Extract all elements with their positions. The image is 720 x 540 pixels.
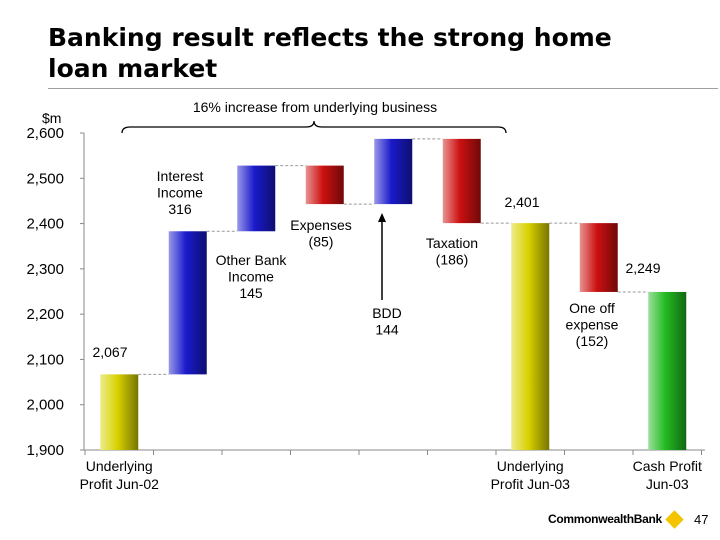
y-tick-label: 2,300 [26, 261, 64, 278]
annotation-line: 2,401 [504, 194, 539, 210]
page-number: 47 [694, 512, 709, 527]
annotation-line: BDD [372, 305, 402, 321]
y-tick-label: 2,200 [26, 306, 64, 323]
x-category-label-line: Cash Profit [633, 458, 702, 474]
y-tick-label: 1,900 [26, 442, 64, 459]
annotation-line: Income [228, 269, 274, 285]
diamond-logo-icon [665, 509, 684, 529]
bar-one-off-expense [579, 223, 618, 292]
y-tick-label: 2,600 [26, 125, 64, 142]
slide-title: Banking result reflects the strong home … [48, 23, 612, 83]
annotation-line: Other Bank [216, 252, 288, 268]
annotation-line: (85) [309, 234, 334, 250]
annotation-line: Interest [157, 168, 204, 184]
annotation-line: 316 [168, 201, 192, 217]
bar-cash-profit-jun-03 [648, 291, 687, 450]
bdd-arrow-head [378, 213, 386, 222]
annotation-line: (186) [436, 252, 469, 268]
bar-interest-income [168, 231, 207, 375]
annotation-line: 2,067 [92, 344, 127, 360]
x-category-label-line: Profit Jun-03 [491, 476, 571, 492]
annotation-line: Expenses [290, 217, 351, 233]
title-divider [48, 88, 718, 89]
x-category-label-line: Underlying [497, 458, 564, 474]
bar-bdd [374, 138, 413, 205]
y-tick-label: 2,100 [26, 351, 64, 368]
bar-taxation [442, 138, 481, 224]
annotation-line: (152) [576, 333, 609, 349]
commonwealth-bank-logo: CommonwealthBank [548, 509, 684, 529]
annotation-line: expense [566, 317, 619, 333]
annotation-line: One off [569, 300, 615, 316]
bar-underlying-profit-jun-03 [511, 223, 550, 450]
annotation-line: Income [157, 185, 203, 201]
y-axis-label: $m [42, 110, 61, 126]
bar-other-bank-income [237, 165, 276, 232]
waterfall-chart: 1,900 2,000 2,100 2,200 2,300 2,400 2,500 2,600… [26, 99, 705, 492]
logo-text: CommonwealthBank [548, 512, 662, 526]
y-tick-label: 2,000 [26, 397, 64, 414]
annotation-line: 145 [239, 285, 263, 301]
annotation-line: Taxation [426, 235, 478, 251]
annotation-line: 2,249 [625, 260, 660, 276]
x-category-label-line: Underlying [86, 458, 153, 474]
y-tick-label: 2,400 [26, 216, 64, 233]
brace [121, 120, 507, 134]
bar-expenses [305, 165, 344, 205]
x-category-label-line: Jun-03 [646, 476, 689, 492]
annotation-line: 144 [375, 322, 399, 338]
brace-label: 16% increase from underlying business [193, 99, 437, 115]
y-tick-label: 2,500 [26, 170, 64, 187]
bar-underlying-profit-jun-02 [100, 374, 139, 450]
x-category-label-line: Profit Jun-02 [80, 476, 160, 492]
